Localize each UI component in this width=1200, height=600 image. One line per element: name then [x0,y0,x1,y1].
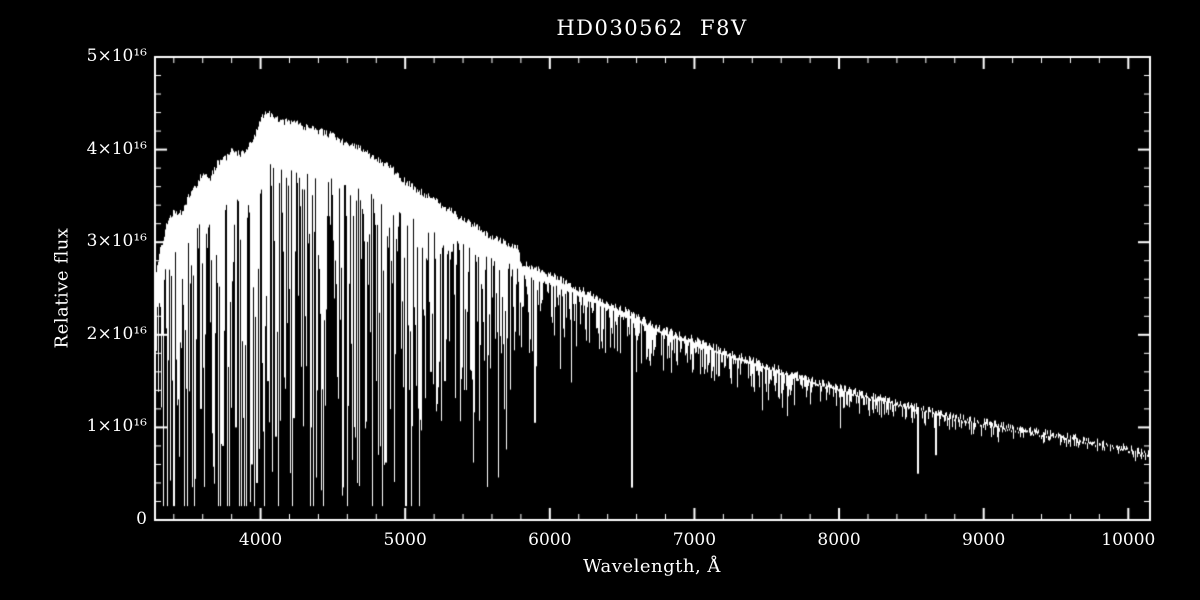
y-tick-label: 3×10¹⁶ [86,231,147,252]
chart-title: HD030562 F8V [556,16,748,40]
y-tick-label: 1×10¹⁶ [86,416,147,437]
x-tick-label: 10000 [1101,530,1156,550]
y-tick-label: 4×10¹⁶ [86,138,147,159]
y-tick-label: 5×10¹⁶ [86,46,147,66]
x-tick-label: 5000 [383,530,427,550]
x-tick-label: 4000 [238,530,283,550]
y-tick-label: 2×10¹⁶ [86,323,147,344]
x-tick-label: 7000 [672,530,717,550]
x-axis-label: Wavelength, Å [583,556,721,577]
x-tick-label: 8000 [817,530,861,550]
x-tick-label: 6000 [528,530,572,550]
y-tick-label: 0 [136,509,147,529]
x-tick-label: 9000 [962,530,1006,550]
